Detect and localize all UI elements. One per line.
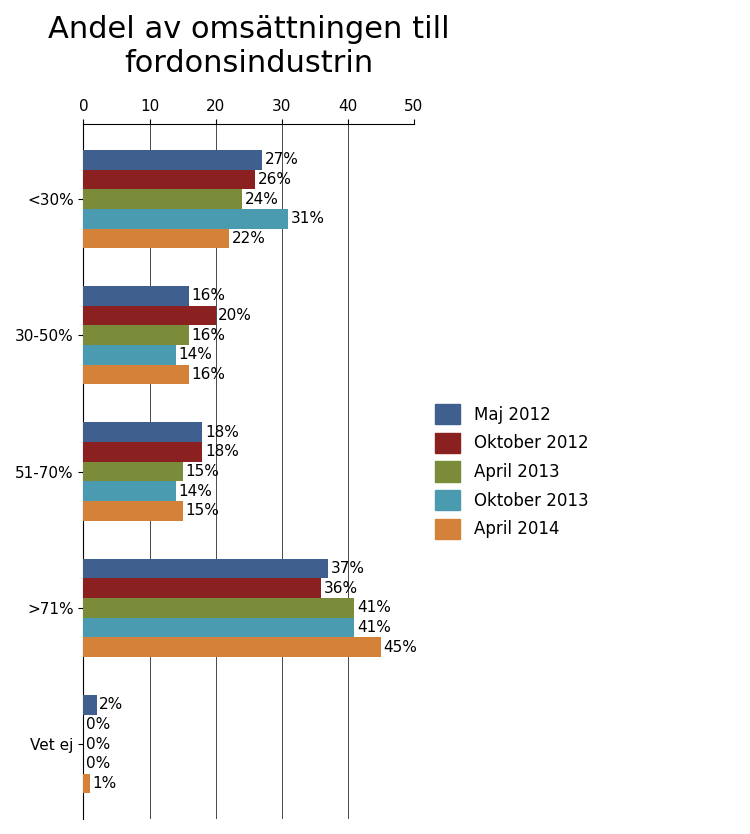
Bar: [83, 695, 97, 715]
Bar: [83, 618, 354, 637]
Bar: [83, 774, 90, 793]
Legend: Maj 2012, Oktober 2012, April 2013, Oktober 2013, April 2014: Maj 2012, Oktober 2012, April 2013, Okto…: [429, 397, 595, 545]
Text: 36%: 36%: [324, 580, 358, 595]
Text: 0%: 0%: [86, 736, 110, 751]
Text: 2%: 2%: [99, 697, 124, 712]
Text: 27%: 27%: [265, 152, 298, 167]
Text: 24%: 24%: [244, 192, 278, 207]
Text: 45%: 45%: [383, 640, 417, 655]
Text: 41%: 41%: [357, 620, 391, 635]
Bar: [83, 481, 176, 501]
Text: 16%: 16%: [192, 367, 226, 382]
Bar: [83, 559, 328, 578]
Text: 1%: 1%: [93, 776, 117, 791]
Bar: [83, 306, 215, 325]
Text: 41%: 41%: [357, 600, 391, 615]
Bar: [83, 578, 321, 598]
Bar: [83, 229, 229, 249]
Bar: [83, 364, 189, 384]
Text: 16%: 16%: [192, 289, 226, 304]
Bar: [83, 208, 288, 229]
Text: 18%: 18%: [205, 445, 239, 460]
Text: 31%: 31%: [291, 211, 325, 226]
Bar: [83, 169, 255, 189]
Bar: [83, 462, 182, 481]
Text: 16%: 16%: [192, 328, 226, 343]
Bar: [83, 598, 354, 618]
Bar: [83, 637, 381, 657]
Text: 15%: 15%: [185, 464, 219, 479]
Text: 0%: 0%: [86, 717, 110, 732]
Text: 14%: 14%: [178, 484, 212, 499]
Text: 20%: 20%: [218, 308, 252, 323]
Bar: [83, 325, 189, 345]
Bar: [83, 442, 203, 462]
Title: Andel av omsättningen till
fordonsindustrin: Andel av omsättningen till fordonsindust…: [48, 15, 449, 78]
Bar: [83, 501, 182, 520]
Bar: [83, 345, 176, 364]
Bar: [83, 189, 242, 208]
Text: 15%: 15%: [185, 504, 219, 519]
Text: 0%: 0%: [86, 756, 110, 771]
Text: 26%: 26%: [258, 172, 292, 187]
Text: 18%: 18%: [205, 425, 239, 440]
Bar: [83, 150, 262, 169]
Text: 37%: 37%: [331, 561, 364, 576]
Bar: [83, 286, 189, 306]
Bar: [83, 422, 203, 442]
Text: 14%: 14%: [178, 348, 212, 363]
Text: 22%: 22%: [232, 231, 266, 246]
